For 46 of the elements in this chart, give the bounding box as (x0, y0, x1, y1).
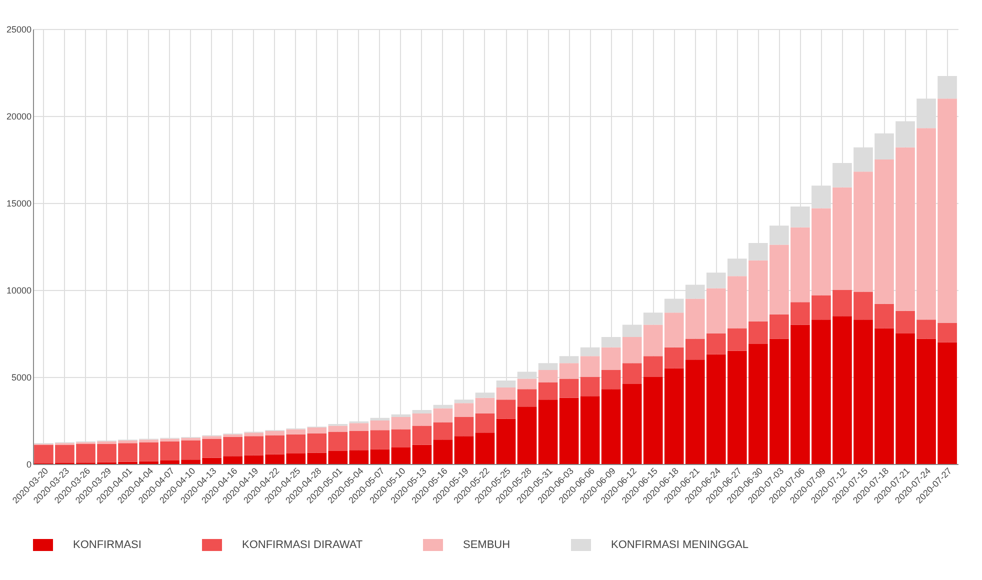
y-tick-label: 5000 (11, 372, 32, 382)
bar (391, 417, 411, 430)
bar (370, 420, 390, 430)
bar (412, 426, 432, 445)
bar (370, 449, 390, 464)
y-tick-label: 25000 (6, 24, 32, 34)
y-tick-label: 0 (26, 460, 32, 470)
bar (601, 389, 621, 464)
bar (580, 356, 600, 377)
bar (412, 414, 432, 426)
bar (538, 400, 558, 464)
bar (412, 444, 432, 464)
bar (559, 363, 579, 379)
legend-label: SEMBUH (463, 539, 510, 551)
bar (454, 403, 474, 418)
bar (475, 432, 495, 464)
bar (559, 378, 579, 398)
bar (475, 414, 495, 433)
bar (517, 389, 537, 407)
bar (601, 347, 621, 370)
bar (496, 387, 516, 400)
bar (538, 382, 558, 400)
bar (517, 378, 537, 390)
bar (601, 370, 621, 390)
bar (559, 398, 579, 464)
bar (433, 422, 453, 440)
bar (517, 406, 537, 464)
bar (496, 400, 516, 419)
bar (454, 417, 474, 436)
y-tick-label: 10000 (6, 286, 32, 296)
legend-label: KONFIRMASI MENINGGAL (611, 539, 749, 551)
bar (538, 370, 558, 382)
bar (580, 396, 600, 464)
bar (370, 430, 390, 450)
bar (475, 398, 495, 414)
bar (454, 436, 474, 464)
bar (391, 429, 411, 448)
bar (433, 440, 453, 464)
legend-label: KONFIRMASI (73, 539, 142, 551)
bar (391, 447, 411, 464)
bar (580, 377, 600, 396)
bar (433, 408, 453, 422)
y-tick-label: 20000 (6, 112, 32, 122)
bar (496, 418, 516, 464)
legend-label: KONFIRMASI DIRAWAT (242, 539, 363, 551)
y-tick-label: 15000 (6, 198, 32, 208)
